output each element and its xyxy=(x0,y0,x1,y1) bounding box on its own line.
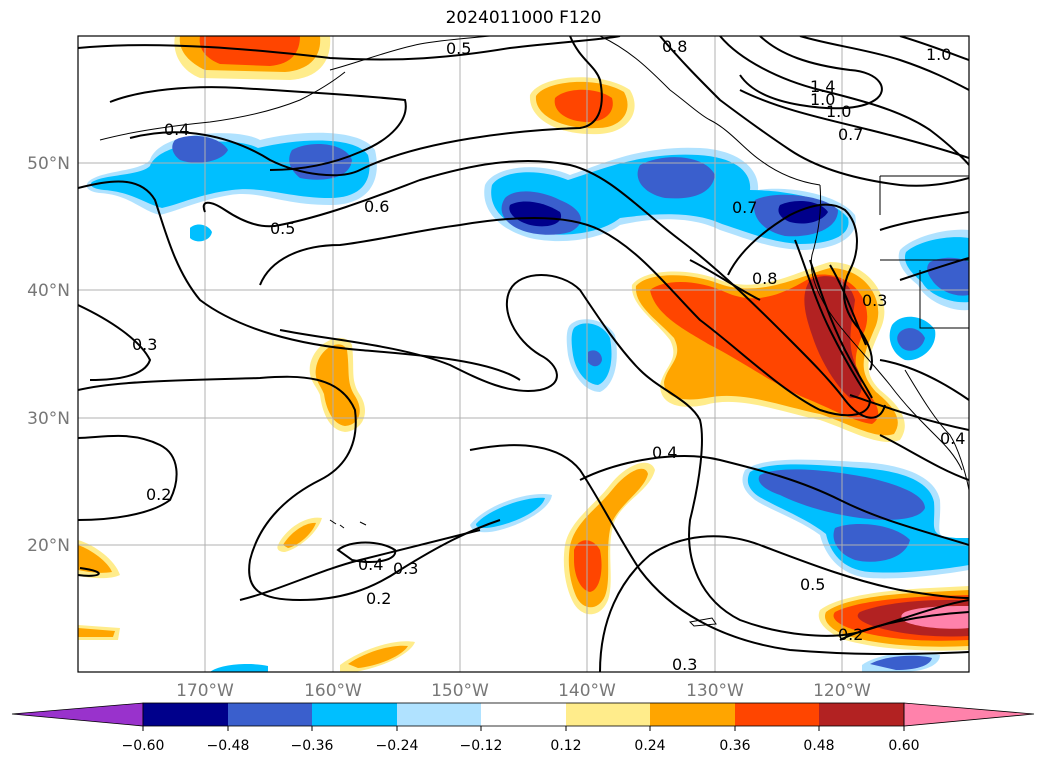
colorbar-bin xyxy=(312,703,397,726)
lon-label: 140°W xyxy=(558,681,616,701)
colorbar-frame xyxy=(142,702,905,727)
contour-label-group: 0.5 0.8 1.4 1.0 1.0 0.7 0.4 0.6 0.5 0.7 … xyxy=(132,37,965,674)
colorbar-tick-label: −0.48 xyxy=(207,738,250,754)
lon-label: 150°W xyxy=(431,681,489,701)
map-title: 2024011000 F120 xyxy=(445,8,602,28)
contour-label: 1.0 xyxy=(826,102,851,121)
colorbar-bin xyxy=(650,703,735,726)
lon-label: 120°W xyxy=(813,681,871,701)
shade-negative xyxy=(588,350,602,367)
contour-label: 0.5 xyxy=(270,219,295,238)
shade-positive xyxy=(78,545,112,573)
shade-negative xyxy=(509,201,562,227)
lat-label: 40°N xyxy=(27,281,70,301)
colorbar-over-arrow xyxy=(903,702,1035,727)
shade-positive xyxy=(78,628,115,637)
contour-label: 1.4 xyxy=(810,77,835,96)
contour-label: 0.8 xyxy=(752,269,777,288)
contour-label: 0.2 xyxy=(366,589,391,608)
contour-label: 0.4 xyxy=(652,443,677,462)
colorbar-tick-label: 0.60 xyxy=(888,738,919,754)
lon-label: 170°W xyxy=(176,681,234,701)
map-area: 0.5 0.8 1.4 1.0 1.0 0.7 0.4 0.6 0.5 0.7 … xyxy=(78,36,969,674)
contour-label: 1.0 xyxy=(926,45,951,64)
contour-lines xyxy=(78,36,969,672)
latitude-labels: 50°N 40°N 30°N 20°N xyxy=(27,154,70,556)
longitude-labels: 170°W 160°W 150°W 140°W 130°W 120°W xyxy=(176,681,871,701)
colorbar-tick-label: 0.12 xyxy=(550,738,581,754)
colorbar-tick-label: −0.36 xyxy=(291,738,334,754)
colorbar-bin xyxy=(566,703,650,726)
colorbar-bin xyxy=(735,703,819,726)
shade-negative xyxy=(897,328,925,351)
contour-label: 0.8 xyxy=(662,37,687,56)
colorbar-bin xyxy=(228,703,312,726)
contour-label: 0.4 xyxy=(164,120,189,139)
shade-positive xyxy=(574,540,602,592)
contour-label: 0.3 xyxy=(393,559,418,578)
shading-layer xyxy=(78,36,969,672)
colorbar-ticks xyxy=(142,726,905,731)
shade-negative xyxy=(476,497,545,529)
colorbar-bin xyxy=(397,703,481,726)
colorbar-bin xyxy=(481,703,566,726)
contour-label: 0.3 xyxy=(132,335,157,354)
contour-label: 0.2 xyxy=(838,625,863,644)
shade-positive xyxy=(283,522,316,548)
contour-label: 0.7 xyxy=(732,198,757,217)
coastlines xyxy=(99,36,969,627)
contour-label: 0.5 xyxy=(800,575,825,594)
contour-label: 0.7 xyxy=(838,125,863,144)
shade-positive xyxy=(199,36,300,66)
shade-positive xyxy=(901,606,969,629)
colorbar-tick-label: −0.24 xyxy=(376,738,419,754)
shade-negative xyxy=(289,144,352,180)
contour-label: 0.3 xyxy=(672,655,697,674)
shade-negative xyxy=(637,157,715,199)
contour-label: 0.3 xyxy=(862,291,887,310)
shade-negative xyxy=(870,655,932,670)
contour-label: 0.6 xyxy=(364,197,389,216)
shade-negative xyxy=(210,664,268,672)
lat-label: 30°N xyxy=(27,409,70,429)
shade-positive xyxy=(315,344,360,426)
contour-label: 1.0 xyxy=(810,90,835,109)
contour-label: 0.2 xyxy=(146,485,171,504)
colorbar-tick-label: 0.36 xyxy=(719,738,750,754)
lat-label: 50°N xyxy=(27,154,70,174)
contour-label: 0.5 xyxy=(446,39,471,58)
lon-label: 160°W xyxy=(304,681,362,701)
colorbar-tick-label: −0.12 xyxy=(460,738,503,754)
colorbar-tick-label: −0.60 xyxy=(122,738,165,754)
colorbar-under-arrow xyxy=(11,702,144,727)
colorbar-tick-label: 0.48 xyxy=(803,738,834,754)
shade-negative xyxy=(172,135,228,163)
contour-label: 0.4 xyxy=(940,429,965,448)
shade-negative xyxy=(833,524,910,562)
contour-label: 0.4 xyxy=(358,555,383,574)
colorbar-bin xyxy=(819,703,904,726)
map-frame xyxy=(77,35,970,673)
colorbar: −0.60 −0.48 −0.36 −0.24 −0.12 0.12 0.24 … xyxy=(11,702,1035,754)
colorbar-tick-label: 0.24 xyxy=(634,738,665,754)
shade-negative xyxy=(190,224,212,242)
lat-label: 20°N xyxy=(27,536,70,556)
colorbar-bin xyxy=(143,703,228,726)
lon-label: 130°W xyxy=(686,681,744,701)
shade-positive xyxy=(348,645,408,668)
